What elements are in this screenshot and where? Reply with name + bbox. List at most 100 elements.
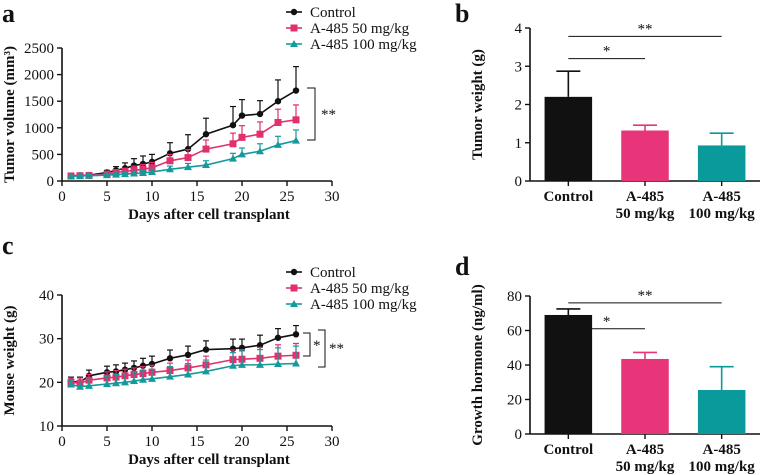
x-tick-label: 0 [58, 189, 66, 205]
x-tick-label: 20 [235, 434, 250, 450]
data-point [166, 372, 174, 380]
x-tick-label: 15 [190, 434, 205, 450]
data-point [85, 171, 93, 179]
data-point [202, 367, 210, 375]
data-point [139, 362, 147, 369]
legend-marker [290, 8, 298, 16]
data-point [121, 378, 129, 386]
category-label: A-485 [626, 189, 664, 205]
data-point [238, 150, 246, 158]
data-point [76, 382, 84, 390]
y-axis-title: Growth hormone (ng/ml) [470, 284, 486, 445]
bar [621, 130, 669, 181]
y-tick-label: 3 [515, 59, 523, 75]
data-point [148, 164, 156, 172]
y-tick-label: 30 [39, 332, 54, 348]
y-tick-label: 10 [39, 419, 54, 435]
data-point [256, 110, 264, 118]
x-tick-label: 15 [190, 189, 205, 205]
significance-bracket [307, 87, 316, 141]
x-tick-label: 5 [103, 189, 111, 205]
y-axis-title: Tumor weight (g) [470, 49, 486, 160]
panel-letter: d [455, 252, 470, 281]
data-point [67, 172, 75, 180]
significance-label: * [603, 314, 611, 330]
data-point [229, 121, 237, 129]
x-tick-label: 0 [58, 434, 66, 450]
legend-marker [290, 300, 298, 307]
data-point [130, 169, 138, 177]
category-label: 50 mg/kg [616, 206, 675, 222]
data-point [184, 163, 192, 171]
bar [544, 96, 593, 181]
panel-letter: b [455, 0, 469, 28]
y-tick-label: 1500 [24, 94, 54, 110]
bar [697, 145, 746, 181]
x-tick-label: 20 [235, 189, 250, 205]
category-label: Control [543, 442, 593, 458]
x-tick-label: 5 [103, 434, 111, 450]
data-point [202, 346, 210, 353]
panel-a-significance: ** [307, 87, 336, 141]
legend-label: A-485 50 mg/kg [310, 281, 410, 297]
data-point [274, 140, 282, 148]
data-point [292, 87, 300, 94]
legend-label: Control [310, 5, 356, 21]
legend-label: A-485 50 mg/kg [310, 21, 410, 37]
data-point [184, 154, 192, 162]
significance-label: * [313, 338, 321, 354]
x-tick-label: 30 [325, 189, 340, 205]
data-point [85, 381, 93, 389]
bar [697, 390, 746, 434]
data-point [238, 133, 246, 141]
category-label: 100 mg/kg [689, 459, 756, 475]
data-point [238, 112, 246, 119]
legend-label: A-485 100 mg/kg [310, 37, 417, 53]
data-point [139, 169, 147, 177]
x-axis-title: Days after cell transplant [128, 207, 290, 223]
category-label: A-485 [626, 442, 664, 458]
data-point [121, 170, 129, 178]
panel-letter: a [2, 0, 15, 28]
x-tick-label: 30 [325, 434, 340, 450]
significance-label: ** [638, 288, 653, 304]
y-tick-label: 2500 [24, 41, 54, 57]
data-point [256, 147, 264, 155]
data-point [166, 165, 174, 173]
y-tick-label: 2000 [24, 68, 54, 84]
x-tick-label: 25 [280, 189, 295, 205]
data-point [274, 118, 282, 126]
series-2: A-485 100 mg/kg [67, 297, 417, 390]
data-point [103, 171, 111, 179]
panel-c-significance: * ** [303, 329, 344, 368]
data-point [256, 130, 264, 138]
data-point [184, 351, 192, 359]
y-tick-label: 0 [515, 174, 523, 190]
data-point [130, 377, 138, 385]
panel-letter: c [2, 231, 14, 260]
data-point [166, 355, 174, 362]
data-point [112, 379, 120, 387]
y-axis-title: Mouse weight (g) [2, 306, 18, 416]
category-label: Control [543, 189, 593, 205]
data-point [184, 370, 192, 378]
significance-label: ** [321, 107, 336, 123]
significance-bracket [303, 332, 311, 357]
bar [544, 314, 593, 434]
data-point [274, 98, 282, 105]
legend-marker [290, 284, 298, 292]
data-point [166, 157, 174, 165]
x-tick-label: 25 [280, 434, 295, 450]
y-tick-label: 40 [507, 358, 522, 374]
data-point [76, 171, 84, 179]
data-point [292, 116, 300, 124]
category-label: 50 mg/kg [616, 459, 675, 475]
x-tick-label: 10 [145, 434, 160, 450]
category-label: A-485 [703, 442, 741, 458]
data-point [229, 140, 237, 148]
data-point [292, 136, 300, 144]
y-tick-label: 1 [515, 136, 523, 152]
data-point [292, 359, 300, 367]
